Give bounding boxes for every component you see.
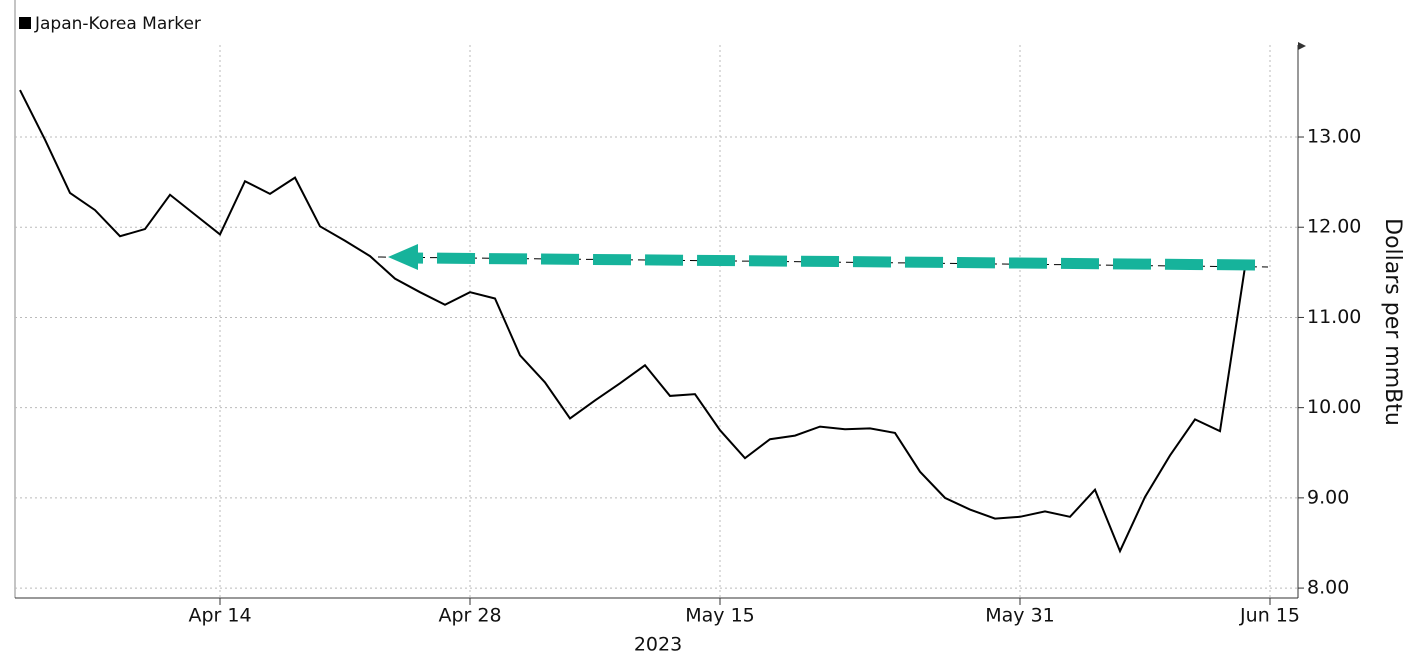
x-tick-label: Jun 15 [1239, 605, 1300, 627]
y-tick-label: 12.00 [1307, 216, 1361, 238]
annotation-arrow-head [388, 244, 418, 270]
y-tick-label: 11.00 [1307, 306, 1361, 328]
y-tick-label: 8.00 [1307, 577, 1349, 599]
y-axis-label: Dollars per mmBtu [1380, 218, 1405, 426]
x-tick-label: May 31 [985, 605, 1055, 627]
y-tick-label: 9.00 [1307, 486, 1349, 508]
x-tick-label: Apr 14 [188, 605, 251, 627]
legend-swatch [19, 17, 31, 29]
x-tick-label: Apr 28 [438, 605, 501, 627]
x-sublabel: 2023 [634, 634, 682, 656]
y-tick-label: 10.00 [1307, 396, 1361, 418]
annotation-arrow [377, 244, 1269, 271]
axis-arrow [1298, 42, 1306, 50]
annotation-arrow-shaft [414, 252, 1256, 271]
data-line [19, 89, 1246, 554]
x-tick-label: May 15 [685, 605, 755, 627]
y-tick-label: 13.00 [1307, 126, 1361, 148]
legend-label: Japan-Korea Marker [34, 14, 201, 34]
